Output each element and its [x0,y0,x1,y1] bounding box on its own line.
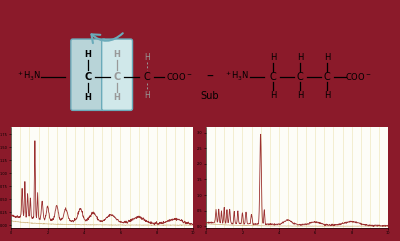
Text: H: H [270,91,276,100]
Text: H: H [114,93,120,102]
Text: COO$^-$: COO$^-$ [345,71,371,82]
Text: $^+$H$_3$N: $^+$H$_3$N [224,70,249,83]
Text: COO$^-$: COO$^-$ [166,71,192,82]
Text: H: H [85,93,92,102]
Text: H: H [114,50,120,59]
Text: C: C [144,72,150,82]
Text: H: H [85,50,92,59]
Text: C: C [324,72,331,82]
Text: –: – [206,70,213,84]
Text: $^+$H$_3$N: $^+$H$_3$N [16,70,41,83]
FancyBboxPatch shape [102,39,132,110]
Text: H: H [270,53,276,62]
Text: Sub: Sub [200,91,219,101]
Text: C: C [114,72,121,82]
Text: C: C [84,72,92,82]
Text: H: H [144,53,150,62]
FancyArrowPatch shape [115,150,126,165]
Text: C: C [270,72,277,82]
FancyBboxPatch shape [71,39,106,110]
Text: H: H [324,91,330,100]
Text: H: H [144,91,150,100]
Text: H: H [297,91,304,100]
Text: H: H [324,53,330,62]
Text: H: H [297,53,304,62]
FancyArrowPatch shape [92,33,123,43]
Text: C: C [297,72,304,82]
